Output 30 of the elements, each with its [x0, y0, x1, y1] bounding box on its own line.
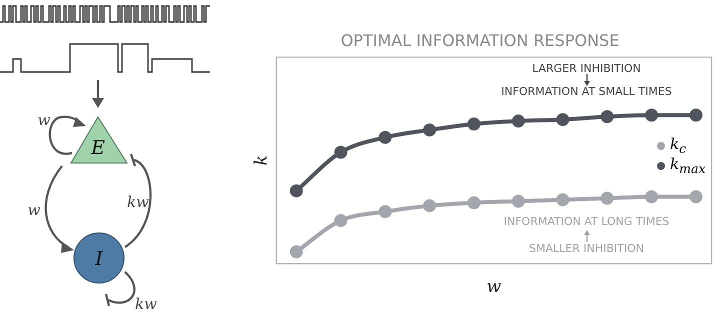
point	[689, 190, 702, 204]
point	[467, 118, 480, 131]
point	[334, 214, 348, 228]
point	[467, 196, 480, 210]
text: w	[28, 201, 40, 219]
point	[512, 114, 525, 128]
point	[378, 130, 392, 144]
chart-title: OPTIMAL INFORMATION RESPONSE	[340, 30, 620, 50]
legend-label: k$_{max}$	[670, 155, 706, 176]
point	[556, 113, 570, 126]
y-axis-title: k	[252, 155, 272, 166]
point	[290, 184, 303, 198]
text: INFORMATION AT SMALL TIMES	[501, 85, 672, 98]
point	[689, 108, 702, 122]
point	[600, 192, 614, 205]
annotation: INFORMATION AT LONG TIMES	[504, 214, 670, 228]
legend-label: k$_{c}$	[670, 135, 686, 156]
point	[290, 245, 303, 258]
point	[423, 199, 436, 212]
point	[423, 123, 436, 136]
point	[512, 194, 525, 208]
point	[378, 205, 392, 218]
annotation: SMALLER INHIBITION	[529, 242, 644, 255]
point	[645, 108, 658, 122]
text: LARGER INHIBITION	[532, 62, 641, 76]
point	[645, 190, 658, 204]
point	[600, 110, 614, 124]
point	[334, 146, 348, 159]
point	[556, 193, 570, 206]
x-axis-title: w	[486, 277, 502, 298]
